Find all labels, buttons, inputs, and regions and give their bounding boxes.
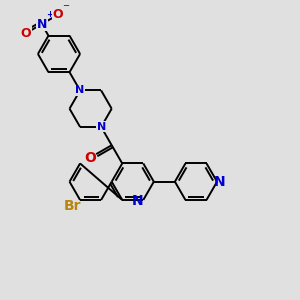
Text: +: +	[46, 10, 53, 19]
Text: Br: Br	[64, 199, 82, 213]
Text: O: O	[84, 151, 96, 164]
Text: N: N	[97, 122, 106, 132]
Text: N: N	[75, 85, 85, 95]
Text: −: −	[62, 1, 69, 10]
Text: O: O	[21, 27, 31, 40]
Text: O: O	[52, 8, 63, 22]
Text: N: N	[214, 175, 226, 189]
Text: N: N	[37, 18, 47, 31]
Text: N: N	[132, 194, 143, 208]
